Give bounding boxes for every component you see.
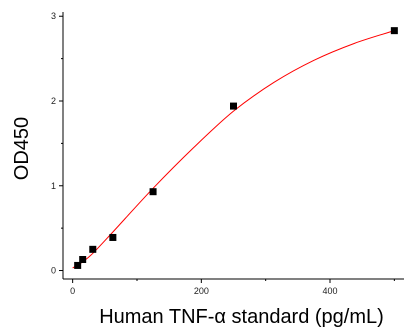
y-axis-ticks: 0 1 2 3: [51, 11, 63, 276]
y-tick-label: 0: [51, 266, 56, 276]
data-point: [149, 188, 157, 196]
data-point: [230, 102, 237, 110]
data-point: [109, 233, 117, 241]
data-points: [74, 27, 398, 269]
y-axis-label: OD450: [11, 117, 33, 180]
data-point: [74, 261, 82, 269]
y-tick-label: 2: [51, 96, 56, 106]
data-point: [79, 256, 87, 264]
fit-curve-line: [72, 30, 395, 269]
x-tick-label: 0: [70, 286, 75, 296]
x-axis-ticks: 0 200 400: [70, 279, 395, 296]
y-tick-label: 3: [51, 11, 56, 21]
data-point: [390, 27, 398, 35]
x-axis-label: Human TNF-α standard (pg/mL): [99, 306, 384, 328]
axes: [62, 12, 404, 280]
y-tick-label: 1: [51, 181, 56, 191]
x-tick-label: 200: [194, 286, 209, 296]
data-point: [89, 245, 97, 253]
x-tick-label: 400: [322, 286, 337, 296]
